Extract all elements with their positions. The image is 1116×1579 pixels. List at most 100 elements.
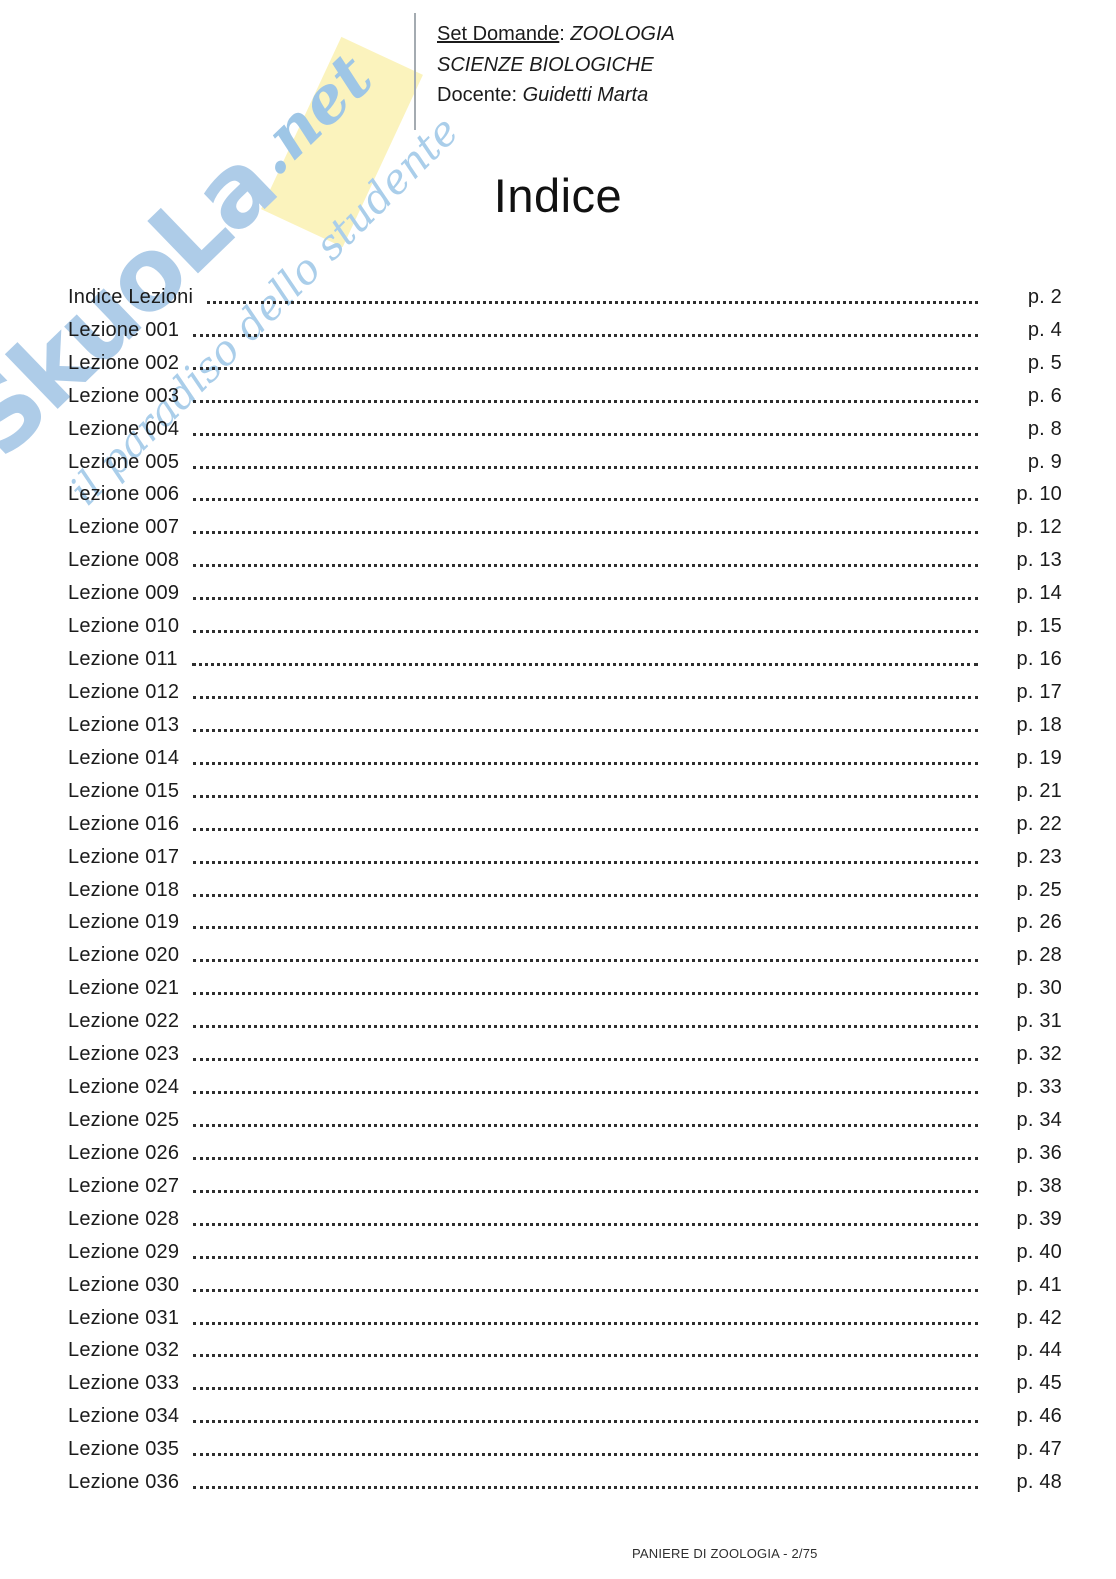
toc-entry-label: Lezione 012 [68, 681, 180, 704]
toc-row: Lezione 016 p. 22 [68, 808, 1062, 841]
toc-page-number: p. 33 [1016, 1076, 1062, 1099]
toc-entry-label: Lezione 022 [68, 1010, 180, 1033]
toc-entry-label: Lezione 032 [68, 1339, 180, 1362]
toc-entry-label: Lezione 018 [68, 878, 180, 901]
toc-page-number: p. 16 [1016, 648, 1062, 671]
toc-entry-label: Lezione 035 [68, 1438, 180, 1461]
toc-page-number: p. 10 [1016, 483, 1062, 506]
toc-leader-dots [193, 1387, 978, 1391]
toc-row: Lezione 005 p. 9 [68, 446, 1062, 479]
toc-leader-dots [193, 432, 978, 436]
toc-page-number: p. 2 [1027, 285, 1062, 308]
toc-entry-label: Lezione 010 [68, 615, 180, 638]
header-line-docente: Docente: Guidetti Marta [437, 80, 675, 111]
toc-row: Lezione 012 p. 17 [68, 676, 1062, 709]
toc-page-number: p. 22 [1016, 812, 1062, 835]
toc-row: Lezione 032 p. 44 [68, 1335, 1062, 1368]
toc-row: Lezione 022 p. 31 [68, 1005, 1062, 1038]
toc-entry-label: Lezione 006 [68, 483, 180, 506]
toc-page-number: p. 47 [1016, 1438, 1062, 1461]
toc-leader-dots [193, 728, 978, 732]
set-domande-label: Set Domande [437, 23, 560, 45]
toc-leader-dots [193, 893, 978, 897]
header-line-course: SCIENZE BIOLOGICHE [437, 50, 675, 81]
toc-row: Lezione 031 p. 42 [68, 1302, 1062, 1335]
toc-page-number: p. 4 [1027, 318, 1062, 341]
toc-page-number: p. 15 [1016, 615, 1062, 638]
toc-entry-label: Lezione 017 [68, 845, 180, 868]
toc-row: Lezione 003 p. 6 [68, 380, 1062, 413]
toc-page-number: p. 36 [1016, 1141, 1062, 1164]
toc-page-number: p. 6 [1027, 384, 1062, 407]
toc-row: Lezione 013 p. 18 [68, 709, 1062, 742]
toc-page-number: p. 28 [1016, 944, 1062, 967]
toc-leader-dots [193, 564, 978, 568]
toc-page-number: p. 21 [1016, 779, 1062, 802]
toc-entry-label: Lezione 030 [68, 1273, 180, 1296]
toc-leader-dots [193, 597, 978, 601]
toc-leader-dots [193, 926, 978, 930]
toc-leader-dots [193, 1354, 978, 1358]
docente-label: Docente: [437, 84, 523, 106]
toc-page-number: p. 40 [1016, 1240, 1062, 1263]
toc-entry-label: Lezione 027 [68, 1174, 180, 1197]
toc-row: Lezione 024 p. 33 [68, 1071, 1062, 1104]
toc-page-number: p. 19 [1016, 746, 1062, 769]
toc-row: Lezione 015 p. 21 [68, 775, 1062, 808]
toc-leader-dots [193, 1255, 978, 1259]
toc-leader-dots [193, 399, 978, 403]
toc-leader-dots [193, 1091, 978, 1095]
toc-row: Lezione 028 p. 39 [68, 1203, 1062, 1236]
toc-leader-dots [207, 300, 978, 304]
toc-leader-dots [193, 1156, 978, 1160]
toc-row: Lezione 008 p. 13 [68, 544, 1062, 577]
page-title: Indice [493, 169, 623, 222]
toc-page-number: p. 31 [1016, 1010, 1062, 1033]
toc-leader-dots [193, 1321, 978, 1325]
toc-entry-label: Lezione 034 [68, 1405, 180, 1428]
toc-entry-label: Lezione 025 [68, 1109, 180, 1131]
toc-entry-label: Lezione 023 [68, 1043, 180, 1066]
toc-leader-dots [193, 860, 978, 864]
toc-leader-dots [193, 1288, 978, 1292]
toc-leader-dots [193, 794, 978, 798]
toc-page-number: p. 46 [1016, 1405, 1062, 1428]
toc-page-number: p. 39 [1016, 1207, 1062, 1230]
toc-page-number: p. 17 [1016, 681, 1062, 704]
toc-leader-dots [193, 1123, 978, 1127]
toc-entry-label: Lezione 002 [68, 351, 180, 374]
toc-page-number: p. 30 [1016, 977, 1062, 1000]
toc-leader-dots [193, 630, 978, 634]
toc-entry-label: Lezione 028 [68, 1207, 180, 1230]
header-line-set-domande: Set Domande: ZOOLOGIA [437, 19, 675, 50]
toc-page-number: p. 26 [1016, 911, 1062, 934]
toc-row: Lezione 029 p. 40 [68, 1236, 1062, 1269]
toc-entry-label: Lezione 009 [68, 582, 180, 605]
toc-page-number: p. 9 [1027, 450, 1062, 473]
toc-leader-dots [193, 959, 978, 963]
toc-entry-label: Lezione 001 [68, 318, 180, 341]
toc-row: Lezione 030 p. 41 [68, 1269, 1062, 1302]
toc-leader-dots [193, 531, 978, 535]
toc-entry-label: Lezione 003 [68, 384, 180, 407]
toc-page-number: p. 5 [1027, 351, 1062, 374]
toc-row: Lezione 036 p. 48 [68, 1466, 1062, 1499]
toc-page-number: p. 34 [1016, 1109, 1062, 1131]
toc-leader-dots [193, 1058, 978, 1062]
toc-row: Lezione 017 p. 23 [68, 841, 1062, 874]
toc-row: Lezione 006 p. 10 [68, 479, 1062, 512]
toc-row: Lezione 019 p. 26 [68, 907, 1062, 940]
toc-leader-dots [193, 1486, 978, 1490]
toc-entry-label: Lezione 026 [68, 1141, 180, 1164]
toc-row: Lezione 009 p. 14 [68, 577, 1062, 610]
toc-leader-dots [193, 465, 978, 469]
toc-row: Lezione 010 p. 15 [68, 610, 1062, 643]
toc-row: Lezione 007 p. 12 [68, 511, 1062, 544]
toc-entry-label: Lezione 005 [68, 450, 180, 473]
toc-row: Lezione 023 p. 32 [68, 1038, 1062, 1071]
toc-entry-label: Lezione 029 [68, 1240, 180, 1263]
toc-row: Indice Lezioni p. 2 [68, 281, 1062, 314]
toc-leader-dots [193, 992, 978, 996]
toc-entry-label: Lezione 011 [68, 648, 178, 671]
